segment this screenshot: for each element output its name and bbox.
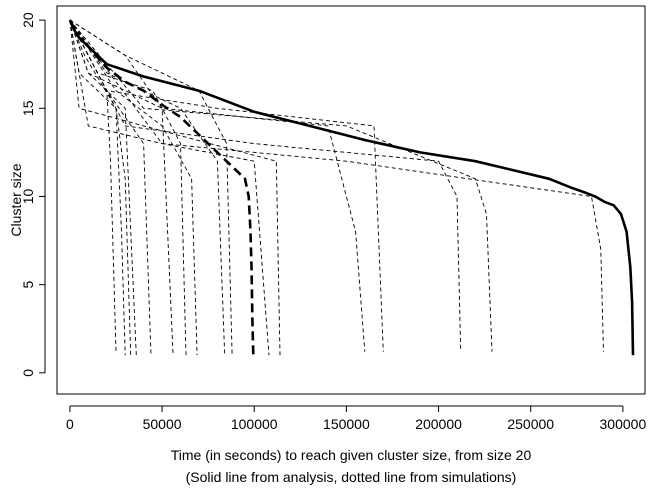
y-axis: 0 5 10 15 20 bbox=[20, 12, 46, 377]
series-line-14 bbox=[69, 20, 281, 356]
series-line-8 bbox=[69, 19, 174, 356]
series-line-10 bbox=[69, 19, 198, 356]
y-tick-label: 15 bbox=[20, 100, 36, 116]
x-tick-label: 200000 bbox=[415, 416, 462, 432]
x-tick-label: 150000 bbox=[323, 416, 370, 432]
y-tick-label: 20 bbox=[20, 12, 36, 28]
series-line-19 bbox=[69, 19, 604, 352]
series-line-17 bbox=[69, 19, 462, 352]
series-layer bbox=[68, 19, 635, 356]
chart-caption: (Solid line from analysis, dotted line f… bbox=[186, 469, 517, 485]
y-tick-label: 0 bbox=[20, 369, 36, 377]
plot-frame bbox=[56, 5, 646, 395]
x-axis: 0 50000 100000 150000 200000 250000 300000 bbox=[66, 405, 647, 432]
x-tick-label: 50000 bbox=[143, 416, 182, 432]
x-tick-label: 300000 bbox=[600, 416, 647, 432]
series-line-16 bbox=[69, 19, 384, 352]
y-axis-label: Cluster size bbox=[8, 163, 24, 236]
x-tick-label: 100000 bbox=[231, 416, 278, 432]
series-line-7 bbox=[69, 19, 152, 356]
x-tick-label: 250000 bbox=[507, 416, 554, 432]
series-line-15 bbox=[69, 19, 366, 352]
y-tick-label: 10 bbox=[20, 188, 36, 204]
series-line-2 bbox=[68, 19, 255, 356]
series-line-9 bbox=[69, 19, 187, 356]
series-line-13 bbox=[69, 20, 270, 356]
x-tick-label: 0 bbox=[66, 416, 74, 432]
series-line-1 bbox=[68, 19, 635, 356]
series-line-12 bbox=[69, 19, 233, 356]
series-line-18 bbox=[69, 19, 493, 352]
series-line-11 bbox=[69, 19, 226, 356]
y-tick-label: 5 bbox=[20, 281, 36, 289]
x-axis-label: Time (in seconds) to reach given cluster… bbox=[171, 447, 532, 463]
